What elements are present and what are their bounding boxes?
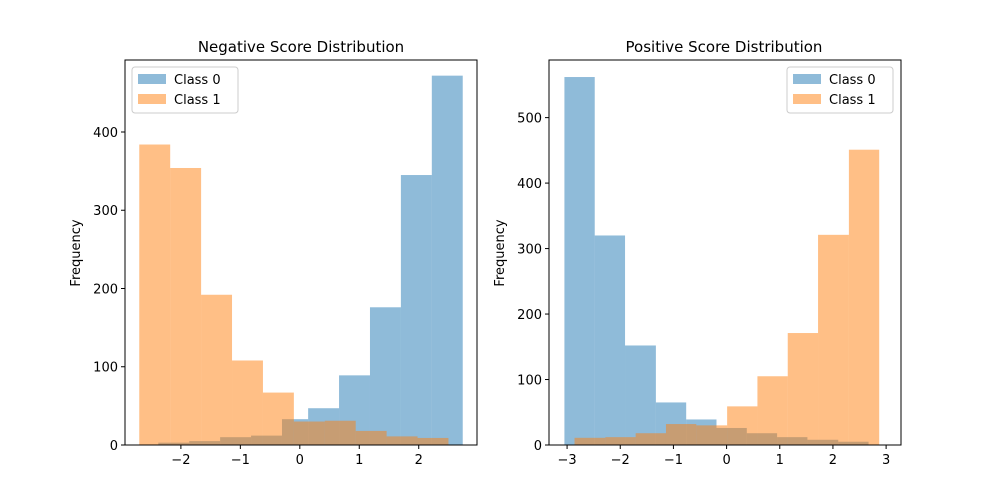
bar-class-1-4 xyxy=(262,392,294,445)
x-tick-label: −2 xyxy=(171,453,190,468)
bar-class-0-9 xyxy=(431,75,463,446)
bars-group xyxy=(564,77,880,446)
legend-label: Class 1 xyxy=(829,93,876,108)
legend-label: Class 0 xyxy=(174,73,221,88)
bar-class-1-0 xyxy=(574,437,606,445)
x-tick-label: 3 xyxy=(882,453,890,468)
bars-group xyxy=(139,75,463,446)
bar-class-1-8 xyxy=(386,436,418,445)
x-axis-ticks: −3 −2 −1 0 1 2 3 xyxy=(557,445,890,468)
y-axis-ticks: 0 100 200 300 400 xyxy=(93,126,125,454)
y-tick-label: 100 xyxy=(93,361,118,376)
x-tick-label: 2 xyxy=(829,453,837,468)
x-tick-label: 0 xyxy=(296,453,304,468)
bar-class-1-1 xyxy=(605,437,636,445)
x-tick-label: 2 xyxy=(415,453,423,468)
plot-frame xyxy=(124,59,478,446)
bar-class-1-0 xyxy=(139,144,171,445)
bar-class-1-1 xyxy=(170,167,202,446)
bar-class-1-8 xyxy=(818,234,849,445)
chart-title: Negative Score Distribution xyxy=(198,38,404,56)
x-tick-label: −3 xyxy=(557,453,576,468)
bar-class-0-1 xyxy=(594,235,626,445)
bar-class-1-3 xyxy=(232,360,263,445)
legend-swatch xyxy=(138,94,166,104)
y-tick-label: 300 xyxy=(517,243,542,258)
y-tick-label: 200 xyxy=(517,308,542,323)
chart-negative-score: Negative Score Distribution −2 −1 0 1 2 0 100… xyxy=(69,38,478,468)
legend-label: Class 1 xyxy=(174,93,221,108)
y-axis-label: Frequency xyxy=(69,219,84,286)
legend: Class 0 Class 1 xyxy=(786,66,894,114)
bar-class-1-5 xyxy=(727,406,758,445)
bar-class-1-7 xyxy=(355,430,387,445)
x-tick-label: −1 xyxy=(231,453,250,468)
bar-class-0-0 xyxy=(564,77,595,446)
y-tick-label: 300 xyxy=(93,204,118,219)
y-tick-label: 200 xyxy=(93,282,118,297)
y-tick-label: 100 xyxy=(517,374,542,389)
plot-frame xyxy=(548,59,902,446)
bar-class-1-9 xyxy=(848,149,880,445)
x-tick-label: −2 xyxy=(611,453,630,468)
bar-class-1-7 xyxy=(787,333,819,445)
bar-class-1-4 xyxy=(696,425,728,445)
legend-swatch xyxy=(793,94,821,104)
y-tick-label: 500 xyxy=(517,112,542,127)
x-tick-label: −1 xyxy=(664,453,683,468)
bar-class-0-2 xyxy=(625,345,656,445)
x-axis-ticks: −2 −1 0 1 2 xyxy=(171,445,423,468)
y-tick-label: 400 xyxy=(517,177,542,192)
bar-class-1-6 xyxy=(757,376,788,445)
bar-class-0-8 xyxy=(400,175,432,445)
legend-swatch xyxy=(138,74,166,84)
y-axis-label: Frequency xyxy=(493,219,508,286)
x-tick-label: 1 xyxy=(776,453,784,468)
bar-class-1-9 xyxy=(417,437,449,445)
y-axis-ticks: 0 100 200 300 400 500 xyxy=(517,112,549,454)
chart-title: Positive Score Distribution xyxy=(626,38,823,56)
y-tick-label: 400 xyxy=(93,126,118,141)
bar-class-1-6 xyxy=(324,420,356,445)
x-tick-label: 0 xyxy=(722,453,730,468)
x-tick-label: 1 xyxy=(355,453,363,468)
bar-class-1-5 xyxy=(293,421,325,445)
bar-class-1-3 xyxy=(665,424,697,445)
y-tick-label: 0 xyxy=(534,439,542,454)
chart-positive-score: Positive Score Distribution −3 −2 −1 0 1 2 3 0… xyxy=(493,38,902,468)
legend: Class 0 Class 1 xyxy=(131,66,239,114)
bar-class-1-2 xyxy=(635,433,666,445)
bar-class-1-2 xyxy=(201,294,233,445)
legend-label: Class 0 xyxy=(829,73,876,88)
legend-swatch xyxy=(793,74,821,84)
y-tick-label: 0 xyxy=(110,439,118,454)
bar-class-0-7 xyxy=(369,307,401,445)
